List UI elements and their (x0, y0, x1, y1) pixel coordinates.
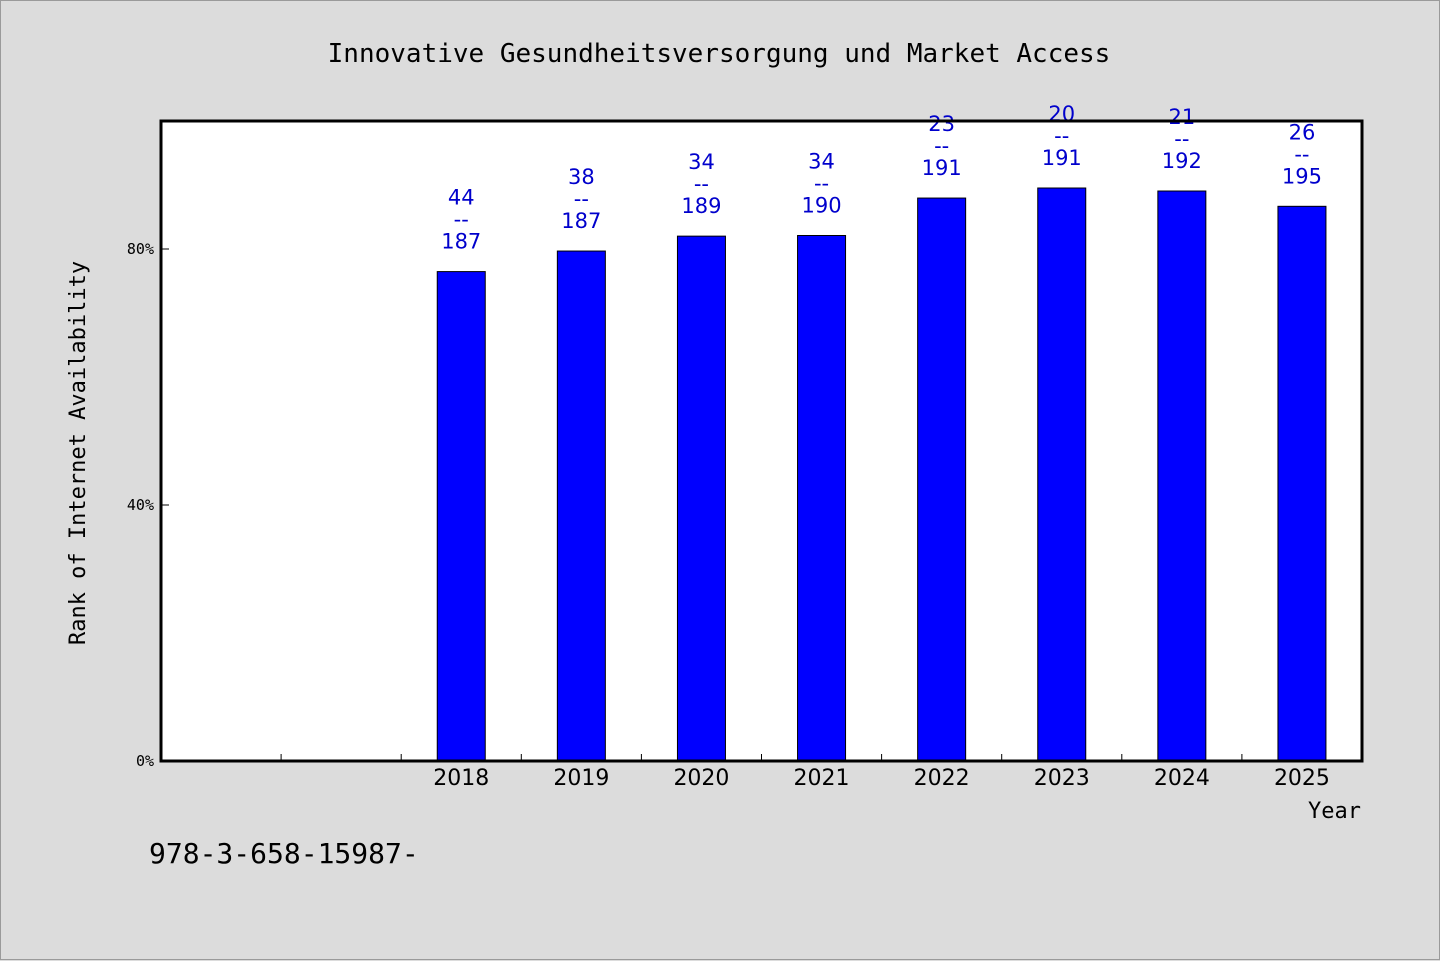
x-tick-label: 2024 (1154, 766, 1210, 791)
bar-data-label: 187 (441, 230, 481, 254)
x-axis: 2018 2019 2020 2021 2022 2023 2024 2025 (280, 754, 1330, 791)
bar-data-label: -- (934, 134, 949, 158)
bar-data-label: 21 (1168, 105, 1195, 129)
y-tick-label: 0% (136, 752, 154, 770)
bar-data-label: -- (454, 208, 469, 232)
x-tick-label: 2025 (1274, 766, 1330, 791)
chart-title: Innovative Gesundheitsversorgung und Mar… (328, 39, 1111, 69)
bar-data-label: -- (1174, 127, 1189, 151)
bar-data-label: 189 (681, 194, 721, 218)
bar-data-label: 38 (568, 165, 595, 189)
bar-data-label: -- (574, 187, 589, 211)
bar-data-label: -- (814, 171, 829, 195)
x-axis-label: Year (1308, 799, 1361, 824)
bar (1037, 187, 1087, 762)
bar-data-label: 192 (1162, 149, 1202, 173)
bar (556, 250, 606, 762)
bar-data-label: 26 (1289, 120, 1316, 144)
x-tick-label: 2020 (673, 766, 729, 791)
x-tick-label: 2019 (553, 766, 609, 791)
isbn-footer: 978-3-658-15987- (149, 837, 419, 870)
bar (436, 271, 486, 762)
bar (797, 234, 847, 762)
bar-data-label: 191 (922, 156, 962, 180)
bars-group (436, 187, 1327, 762)
bar-data-label: 23 (928, 112, 955, 136)
bar-labels-group: 44--18738--18734--18934--19023--19120--1… (441, 102, 1322, 254)
bar-data-label: -- (1054, 124, 1069, 148)
bar-data-label: 187 (561, 209, 601, 233)
x-tick-label: 2023 (1034, 766, 1090, 791)
x-tick-label: 2018 (433, 766, 489, 791)
y-tick-label: 80% (127, 240, 154, 258)
bar-data-label: 34 (808, 149, 835, 173)
bar (1157, 190, 1207, 762)
x-tick-label: 2021 (794, 766, 850, 791)
x-tick-label: 2022 (914, 766, 970, 791)
bar (917, 197, 967, 762)
bar-data-label: 195 (1282, 164, 1322, 188)
bar (1277, 205, 1327, 762)
bar-data-label: 191 (1042, 146, 1082, 170)
y-tick-label: 40% (127, 496, 154, 514)
bar-data-label: 190 (802, 193, 842, 217)
bar-data-label: -- (1294, 142, 1309, 166)
bar-data-label: 34 (688, 150, 715, 174)
bar-data-label: -- (694, 172, 709, 196)
bar (676, 235, 726, 762)
y-axis: 0% 40% 80% (127, 240, 169, 770)
y-axis-label: Rank of Internet Availability (66, 261, 91, 645)
bar-data-label: 44 (448, 186, 475, 210)
